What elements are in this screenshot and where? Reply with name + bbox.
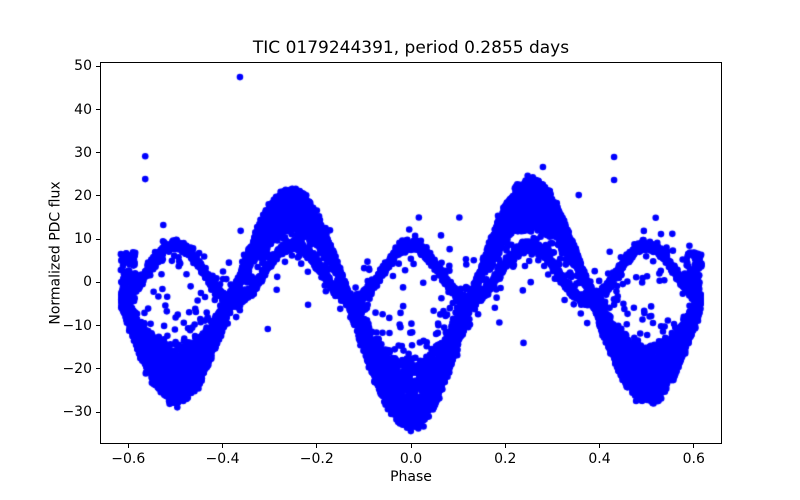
x-tick: [222, 444, 223, 448]
x-tick-label: −0.2: [299, 451, 334, 467]
x-tick: [504, 444, 506, 448]
y-tick-label: −10: [62, 317, 92, 334]
x-tick: [127, 444, 129, 448]
y-tick-label: −30: [62, 404, 92, 421]
x-tick-label: 0.0: [399, 451, 423, 467]
y-tick: [96, 195, 100, 197]
x-tick: [316, 444, 318, 448]
x-tick: [410, 444, 412, 448]
y-tick: [96, 325, 100, 327]
x-tick-label: −0.6: [111, 451, 146, 467]
chart-title: TIC 0179244391, period 0.2855 days: [252, 38, 570, 58]
y-tick: [96, 238, 100, 240]
y-tick: [96, 152, 100, 154]
y-tick-label: 10: [74, 231, 92, 248]
x-tick-label: −0.4: [205, 451, 240, 467]
y-tick: [96, 109, 100, 111]
y-tick-label: 30: [74, 144, 92, 161]
y-axis-label: Normalized PDC flux: [47, 181, 64, 325]
x-tick-label: 0.4: [588, 451, 611, 467]
y-tick: [96, 368, 100, 370]
x-tick-label: 0.6: [682, 451, 705, 467]
y-tick-label: 20: [74, 187, 92, 204]
x-tick: [598, 444, 600, 448]
y-tick: [96, 65, 100, 67]
y-tick-label: −20: [62, 360, 92, 377]
y-tick: [96, 411, 100, 413]
x-tick-label: 0.2: [494, 451, 517, 467]
x-axis-label: Phase: [390, 469, 432, 485]
y-tick-label: 40: [74, 101, 92, 118]
y-tick: [96, 281, 100, 283]
y-tick-label: 0: [83, 274, 92, 291]
x-tick: [693, 444, 695, 448]
y-tick-label: 50: [74, 58, 92, 75]
scatter-points-canvas: [100, 62, 722, 444]
